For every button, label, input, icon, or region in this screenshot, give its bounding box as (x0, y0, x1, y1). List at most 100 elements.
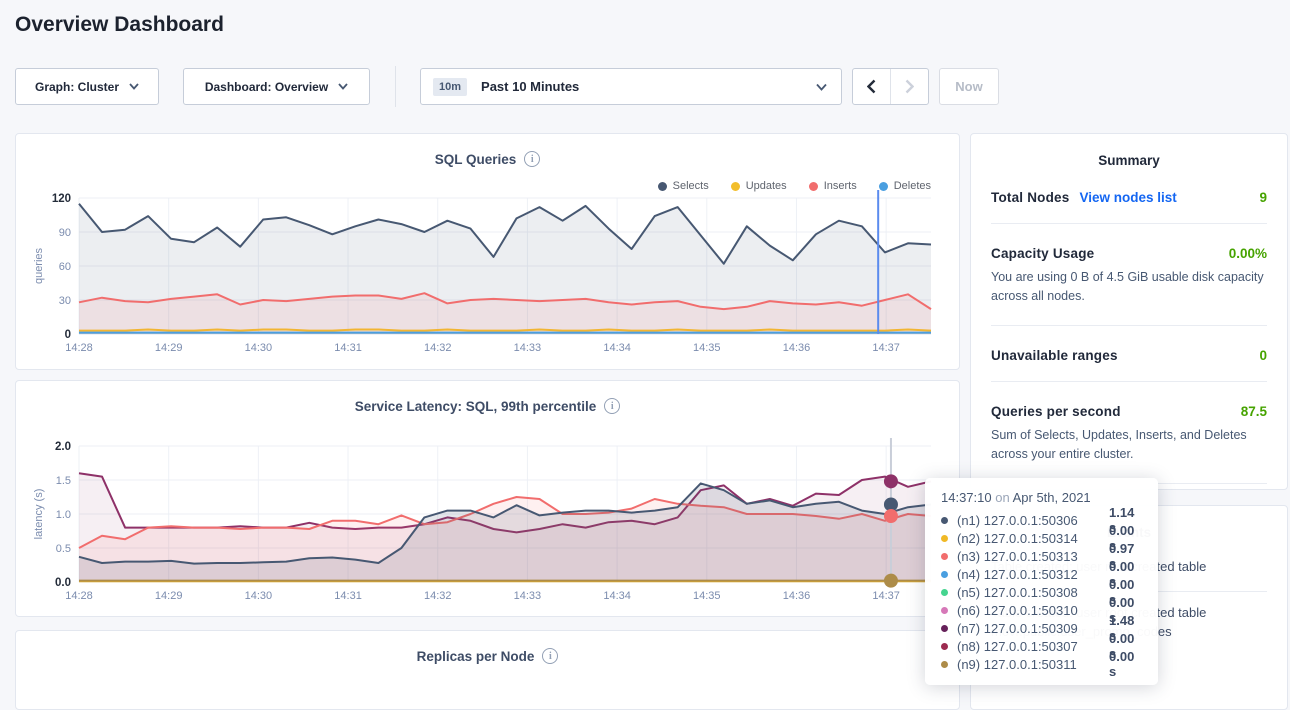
graph-dropdown[interactable]: Graph: Cluster (15, 68, 159, 105)
svg-text:14:32: 14:32 (424, 590, 452, 602)
svg-text:14:28: 14:28 (65, 590, 93, 602)
chevron-right-icon (905, 79, 914, 94)
node-address: (n6) 127.0.0.1:50310 (957, 602, 1078, 618)
legend-item[interactable]: Deletes (878, 180, 931, 192)
legend-dot-icon (878, 181, 888, 191)
divider (991, 380, 1267, 382)
legend-item[interactable]: Updates (730, 180, 787, 192)
svg-text:14:34: 14:34 (603, 342, 631, 354)
node-series-dot-icon (941, 588, 948, 596)
svg-text:1.0: 1.0 (56, 509, 71, 521)
node-address: (n9) 127.0.0.1:50311 (957, 656, 1077, 672)
dashboard-dropdown-label: Dashboard: Overview (204, 79, 329, 94)
chart-legend: Selects Updates Inserts Deletes (657, 180, 931, 192)
now-button[interactable]: Now (939, 68, 999, 105)
node-series-dot-icon (941, 570, 948, 578)
service-latency-chart-plot[interactable]: 14:28 14:29 14:30 14:31 14:32 14:33 14:34 14:35… (16, 438, 961, 613)
svg-text:14:33: 14:33 (514, 342, 542, 354)
legend-dot-icon (808, 181, 818, 191)
svg-text:14:33: 14:33 (514, 590, 542, 602)
summary-panel: Summary Total Nodes View nodes list 9 Ca… (970, 133, 1288, 521)
info-icon[interactable]: i (542, 648, 559, 664)
svg-text:90: 90 (59, 227, 71, 239)
svg-text:60: 60 (59, 261, 71, 273)
tooltip-node-row: (n7) 127.0.0.1:50309 1.48 s (941, 613, 1142, 643)
queries-per-second-value: 87.5 (1240, 403, 1267, 419)
unavailable-ranges-value: 0 (1259, 347, 1267, 363)
svg-text:30: 30 (59, 295, 71, 307)
svg-text:14:32: 14:32 (424, 342, 452, 354)
dashboard-dropdown[interactable]: Dashboard: Overview (183, 68, 370, 105)
node-series-dot-icon (941, 534, 948, 542)
node-address: (n3) 127.0.0.1:50313 (957, 548, 1078, 564)
next-time-button-disabled[interactable] (890, 69, 928, 104)
svg-text:14:37: 14:37 (872, 342, 900, 354)
node-address: (n8) 127.0.0.1:50307 (957, 638, 1078, 654)
node-series-dot-icon (941, 606, 948, 614)
sql-queries-chart-card: SQL Queries i Selects Updates Inserts De… (15, 133, 960, 370)
tooltip-time: 14:37:10 (941, 490, 992, 505)
capacity-usage-value: 0.00% (1228, 246, 1267, 261)
svg-text:14:30: 14:30 (245, 590, 273, 602)
replicas-chart-card: Replicas per Node i (15, 630, 960, 710)
node-address: (n5) 127.0.0.1:50308 (957, 584, 1078, 600)
svg-text:14:29: 14:29 (155, 590, 183, 602)
summary-header: Summary (1098, 153, 1160, 168)
info-icon[interactable]: i (524, 151, 541, 167)
sql-queries-chart-title: SQL Queries (434, 151, 517, 167)
time-range-badge: 10m (433, 77, 468, 96)
svg-text:14:30: 14:30 (245, 342, 273, 354)
svg-text:0.5: 0.5 (56, 543, 71, 555)
total-nodes-label: Total Nodes (991, 190, 1070, 205)
legend-label: Selects (672, 180, 709, 192)
sql-queries-chart-plot[interactable]: 14:28 14:29 14:30 14:31 14:32 14:33 14:34 14:35… (16, 190, 961, 365)
svg-text:14:35: 14:35 (693, 590, 721, 602)
svg-text:queries: queries (33, 247, 45, 284)
service-latency-chart-title: Service Latency: SQL, 99th percentile (354, 398, 597, 414)
chevron-down-icon (338, 83, 348, 90)
svg-text:2.0: 2.0 (55, 441, 71, 453)
page-title: Overview Dashboard (15, 13, 224, 36)
chevron-down-icon (129, 83, 139, 90)
time-range-dropdown[interactable]: 10m Past 10 Minutes (420, 68, 842, 105)
svg-text:14:31: 14:31 (334, 590, 362, 602)
info-icon[interactable]: i (604, 398, 621, 414)
node-address: (n7) 127.0.0.1:50309 (957, 620, 1078, 636)
service-latency-chart-card: Service Latency: SQL, 99th percentile i … (15, 380, 960, 617)
divider (991, 223, 1267, 224)
svg-text:14:34: 14:34 (603, 590, 631, 602)
legend-item[interactable]: Inserts (808, 180, 857, 192)
replicas-chart-title: Replicas per Node (416, 648, 535, 664)
svg-text:latency (s): latency (s) (33, 489, 45, 540)
svg-text:14:31: 14:31 (334, 342, 362, 354)
view-nodes-list-link[interactable]: View nodes list (1079, 190, 1177, 205)
queries-per-second-description: Sum of Selects, Updates, Inserts, and De… (991, 427, 1247, 462)
node-latency-value: 0.97 s (1109, 541, 1135, 571)
chevron-left-icon (867, 79, 876, 94)
node-latency-value: 0.00 s (1109, 577, 1135, 607)
node-latency-value: 0.00 s (1109, 523, 1135, 553)
node-latency-value: 0.00 s (1109, 595, 1135, 625)
node-latency-value: 1.14 s (1109, 505, 1135, 535)
toolbar-divider (395, 66, 396, 107)
capacity-usage-description: You are using 0 B of 4.5 GiB usable disk… (991, 270, 1264, 304)
svg-text:0.0: 0.0 (55, 577, 71, 589)
node-latency-value: 0.00 s (1109, 649, 1135, 679)
tooltip-node-row: (n1) 127.0.0.1:50306 1.14 s (941, 505, 1142, 535)
svg-text:14:28: 14:28 (65, 342, 93, 354)
svg-text:120: 120 (52, 193, 71, 205)
svg-text:14:36: 14:36 (783, 590, 811, 602)
capacity-usage-label: Capacity Usage (991, 246, 1095, 261)
node-latency-value: 0.00 s (1109, 559, 1135, 589)
tooltip-node-row: (n5) 127.0.0.1:50308 0.00 s (941, 577, 1142, 607)
graph-dropdown-label: Graph: Cluster (34, 79, 119, 94)
legend-label: Inserts (823, 180, 857, 192)
tooltip-date: Apr 5th, 2021 (1012, 490, 1091, 505)
tooltip-node-row: (n4) 127.0.0.1:50312 0.00 s (941, 559, 1142, 589)
node-latency-value: 0.00 s (1109, 631, 1135, 661)
svg-text:14:36: 14:36 (783, 342, 811, 354)
legend-label: Updates (745, 180, 787, 192)
previous-time-button[interactable] (853, 69, 890, 104)
tooltip-node-row: (n2) 127.0.0.1:50314 0.00 s (941, 523, 1142, 553)
legend-item[interactable]: Selects (657, 180, 709, 192)
